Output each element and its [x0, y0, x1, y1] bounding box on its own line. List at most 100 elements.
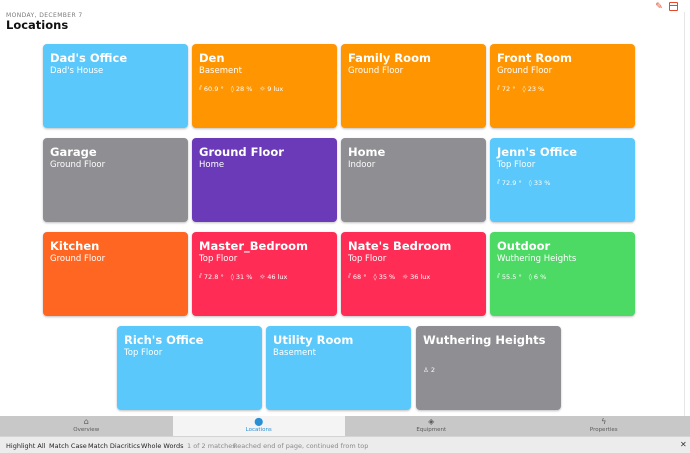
sensor-reading: ⫽ 72.8 ° [199, 272, 224, 281]
location-subtitle: Ground Floor [50, 160, 106, 170]
humidity-icon: ◊ [528, 272, 532, 281]
location-name: Family Room [348, 51, 431, 65]
location-tile[interactable]: Rich's Office Top Floor [117, 326, 262, 410]
sensor-reading: ◊ 23 % [523, 85, 545, 93]
tab-label: Properties [589, 427, 618, 433]
tab-overview[interactable]: ⌂ Overview [0, 416, 173, 436]
location-name: Den [199, 51, 225, 65]
tab-label: Overview [73, 427, 100, 433]
bolt-icon: ϟ [601, 417, 607, 426]
humidity-icon: ◊ [230, 272, 234, 281]
location-name: Garage [50, 145, 97, 159]
sensor-reading: ⫽ 72 ° [497, 84, 516, 93]
sensor-value: 72.8 ° [203, 272, 224, 281]
location-tile[interactable]: Family Room Ground Floor [341, 44, 486, 128]
sensor-value: 35 % [378, 272, 396, 281]
humidity-icon: ◊ [528, 178, 532, 187]
location-tile[interactable]: Wuthering Heights ♙ 2 [416, 326, 561, 410]
thermometer-icon: ⫽ [497, 272, 500, 280]
sensor-reading: ◊ 6 % [529, 273, 547, 281]
sensor-reading: ◊ 28 % [231, 85, 253, 93]
sensor-value: 6 % [533, 272, 547, 281]
pencil-icon[interactable]: ✎ [655, 2, 663, 12]
thermometer-icon: ⫽ [199, 84, 202, 92]
tab-label: Locations [245, 427, 272, 433]
location-name: Kitchen [50, 239, 100, 253]
sensor-value: 72 ° [501, 84, 516, 93]
highlight-all-toggle[interactable]: Highlight All [6, 442, 46, 450]
location-tile[interactable]: Kitchen Ground Floor [43, 232, 188, 316]
sensor-value: 60.9 ° [203, 84, 224, 93]
location-subtitle: Ground Floor [348, 66, 404, 76]
bottom-tab-bar: ⌂ Overview ⬤ Locations ◈ Equipment ϟ Pro… [0, 416, 690, 436]
header-date: MONDAY, DECEMBER 7 [6, 12, 83, 19]
location-tile[interactable]: Outdoor Wuthering Heights ⫽ 55.5 ° ◊ 6 % [490, 232, 635, 316]
cube-icon: ◈ [428, 417, 435, 426]
humidity-icon: ◊ [230, 84, 234, 93]
sensor-reading: ☼ 46 lux [259, 273, 287, 281]
location-tile[interactable]: Master_Bedroom Top Floor ⫽ 72.8 ° ◊ 31 % ☼ 46 l… [192, 232, 337, 316]
map-pin-icon: ⬤ [254, 417, 264, 426]
match-count: 1 of 2 matches [187, 442, 236, 450]
sensor-value: 9 lux [267, 84, 284, 93]
location-tile[interactable]: Dad's Office Dad's House [43, 44, 188, 128]
close-icon[interactable]: ✕ [680, 440, 687, 449]
location-tile[interactable]: Garage Ground Floor [43, 138, 188, 222]
sensor-row: ⫽ 72 ° ◊ 23 % [497, 84, 544, 93]
page-title: Locations [6, 18, 69, 32]
sensor-row: ⫽ 68 ° ◊ 35 % ☼ 36 lux [348, 272, 430, 281]
sensor-row: ⫽ 72.9 ° ◊ 33 % [497, 178, 550, 187]
location-subtitle: Basement [273, 348, 316, 358]
tab-locations[interactable]: ⬤ Locations [172, 416, 345, 436]
tab-equipment[interactable]: ◈ Equipment [345, 416, 518, 436]
location-name: Wuthering Heights [423, 333, 546, 347]
scrollbar[interactable] [684, 12, 685, 416]
sensor-reading: ◊ 35 % [374, 273, 396, 281]
location-tile[interactable]: Utility Room Basement [266, 326, 411, 410]
sensor-reading: ⫽ 60.9 ° [199, 84, 224, 93]
location-name: Ground Floor [199, 145, 284, 159]
location-subtitle: Home [199, 160, 225, 170]
sensor-value: 2 [430, 366, 435, 374]
sensor-row: ♙ 2 [423, 366, 435, 374]
location-tile[interactable]: Jenn's Office Top Floor ⫽ 72.9 ° ◊ 33 % [490, 138, 635, 222]
location-tile[interactable]: Home Indoor [341, 138, 486, 222]
match-diacritics-toggle[interactable]: Match Diacritics [88, 442, 141, 450]
location-name: Rich's Office [124, 333, 204, 347]
location-tile[interactable]: Ground Floor Home [192, 138, 337, 222]
home-icon: ⌂ [83, 417, 89, 426]
sensor-value: 72.9 ° [501, 178, 522, 187]
sensor-reading: ☼ 36 lux [402, 273, 430, 281]
thermometer-icon: ⫽ [199, 272, 202, 280]
sensor-value: 68 ° [352, 272, 367, 281]
location-subtitle: Ground Floor [497, 66, 553, 76]
sensor-reading: ⫽ 55.5 ° [497, 272, 522, 281]
humidity-icon: ◊ [373, 272, 377, 281]
sensor-row: ⫽ 72.8 ° ◊ 31 % ☼ 46 lux [199, 272, 287, 281]
sensor-row: ⫽ 60.9 ° ◊ 28 % ☼ 9 lux [199, 84, 283, 93]
location-subtitle: Top Floor [124, 348, 163, 358]
sensor-reading: ♙ 2 [423, 366, 435, 374]
location-name: Dad's Office [50, 51, 128, 65]
window-icon[interactable] [669, 2, 678, 11]
location-name: Outdoor [497, 239, 551, 253]
location-name: Nate's Bedroom [348, 239, 452, 253]
location-tile[interactable]: Den Basement ⫽ 60.9 ° ◊ 28 % ☼ 9 lux [192, 44, 337, 128]
sun-icon: ☼ [259, 272, 266, 281]
sensor-reading: ⫽ 72.9 ° [497, 178, 522, 187]
match-case-toggle[interactable]: Match Case [49, 442, 87, 450]
thermometer-icon: ⫽ [497, 178, 500, 186]
location-name: Master_Bedroom [199, 239, 309, 253]
location-subtitle: Basement [199, 66, 242, 76]
location-tile[interactable]: Front Room Ground Floor ⫽ 72 ° ◊ 23 % [490, 44, 635, 128]
location-name: Home [348, 145, 386, 159]
location-subtitle: Dad's House [50, 66, 104, 76]
location-name: Jenn's Office [497, 145, 578, 159]
location-subtitle: Ground Floor [50, 254, 106, 264]
location-subtitle: Wuthering Heights [497, 254, 577, 264]
whole-words-toggle[interactable]: Whole Words [141, 442, 184, 450]
location-tile[interactable]: Nate's Bedroom Top Floor ⫽ 68 ° ◊ 35 % ☼ 36 lux [341, 232, 486, 316]
tab-properties[interactable]: ϟ Properties [518, 416, 690, 436]
sensor-value: 33 % [533, 178, 551, 187]
